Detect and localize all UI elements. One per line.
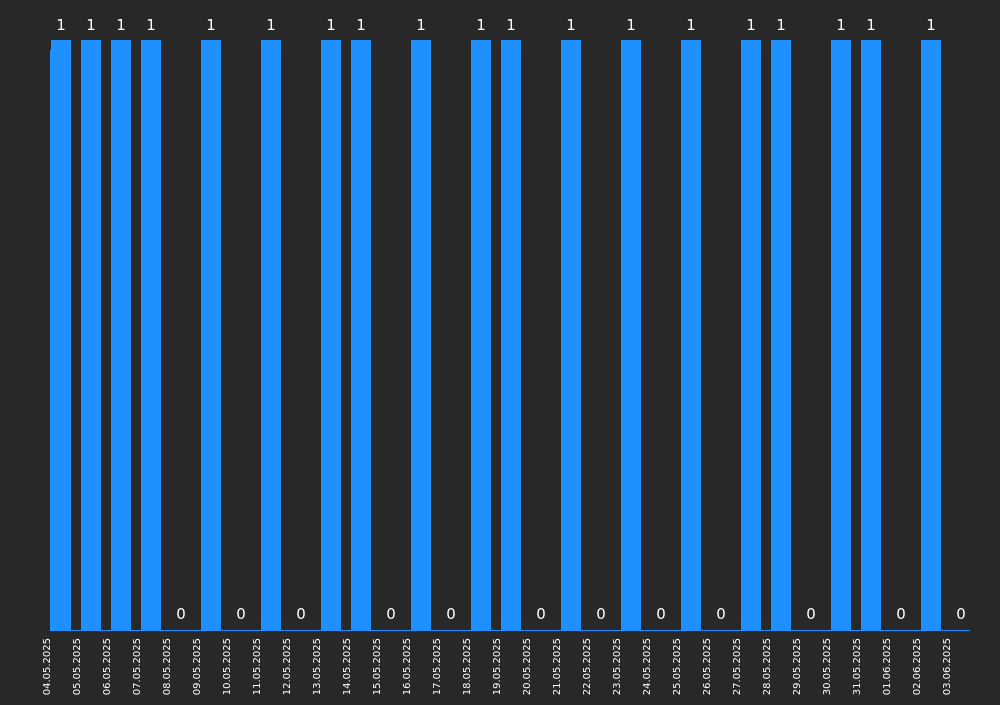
bar-02.06.2025: [921, 40, 941, 630]
bar-09.05.2025: [201, 40, 221, 630]
tick-label-29.05.2025: 29.05.2025: [792, 638, 803, 695]
bar-18.05.2025: [471, 40, 491, 630]
tick-label-27.05.2025: 27.05.2025: [732, 638, 743, 695]
value-label-01.06.2025: 0: [896, 605, 906, 623]
value-label-02.06.2025: 1: [926, 16, 936, 34]
tick-label-18.05.2025: 18.05.2025: [462, 638, 473, 695]
bar-30.05.2025: [831, 40, 851, 630]
value-labels-layer: 1 1 1 1 0 1 0 1 0 1 1 0 1 0 1 1 0 1 0 1 0 1 0 1 1 0 1 1 0 1 0: [56, 16, 966, 623]
value-label-10.05.2025: 0: [236, 605, 246, 623]
tick-label-08.05.2025: 08.05.2025: [162, 638, 173, 695]
tick-label-02.06.2025: 02.06.2025: [912, 638, 923, 695]
bar-07.05.2025: [141, 40, 161, 630]
value-label-25.05.2025: 1: [686, 16, 696, 34]
tick-label-21.05.2025: 21.05.2025: [552, 638, 563, 695]
value-label-18.05.2025: 1: [476, 16, 486, 34]
value-label-14.05.2025: 1: [356, 16, 366, 34]
bar-27.05.2025: [741, 40, 761, 630]
value-label-09.05.2025: 1: [206, 16, 216, 34]
tick-label-22.05.2025: 22.05.2025: [582, 638, 593, 695]
value-label-21.05.2025: 1: [566, 16, 576, 34]
value-label-05.05.2025: 1: [86, 16, 96, 34]
bar-11.05.2025: [261, 40, 281, 630]
tick-label-31.05.2025: 31.05.2025: [852, 638, 863, 695]
bars-layer: [51, 40, 941, 630]
tick-label-20.05.2025: 20.05.2025: [522, 638, 533, 695]
value-label-16.05.2025: 1: [416, 16, 426, 34]
tick-label-25.05.2025: 25.05.2025: [672, 638, 683, 695]
bar-13.05.2025: [321, 40, 341, 630]
tick-label-05.05.2025: 05.05.2025: [72, 638, 83, 695]
value-label-13.05.2025: 1: [326, 16, 336, 34]
bar-05.05.2025: [81, 40, 101, 630]
tick-label-15.05.2025: 15.05.2025: [372, 638, 383, 695]
value-label-04.05.2025: 1: [56, 16, 66, 34]
tick-label-26.05.2025: 26.05.2025: [702, 638, 713, 695]
value-label-19.05.2025: 1: [506, 16, 516, 34]
bar-23.05.2025: [621, 40, 641, 630]
value-label-22.05.2025: 0: [596, 605, 606, 623]
value-label-20.05.2025: 0: [536, 605, 546, 623]
tick-label-16.05.2025: 16.05.2025: [402, 638, 413, 695]
value-label-24.05.2025: 0: [656, 605, 666, 623]
value-label-17.05.2025: 0: [446, 605, 456, 623]
tick-label-13.05.2025: 13.05.2025: [312, 638, 323, 695]
tick-label-07.05.2025: 07.05.2025: [132, 638, 143, 695]
value-label-30.05.2025: 1: [836, 16, 846, 34]
tick-label-04.05.2025: 04.05.2025: [42, 638, 53, 695]
value-label-07.05.2025: 1: [146, 16, 156, 34]
value-label-31.05.2025: 1: [866, 16, 876, 34]
tick-label-19.05.2025: 19.05.2025: [492, 638, 503, 695]
value-label-27.05.2025: 1: [746, 16, 756, 34]
tick-label-09.05.2025: 09.05.2025: [192, 638, 203, 695]
value-label-15.05.2025: 0: [386, 605, 396, 623]
tick-label-24.05.2025: 24.05.2025: [642, 638, 653, 695]
tick-label-11.05.2025: 11.05.2025: [252, 638, 263, 695]
tick-label-23.05.2025: 23.05.2025: [612, 638, 623, 695]
tick-label-06.05.2025: 06.05.2025: [102, 638, 113, 695]
value-label-12.05.2025: 0: [296, 605, 306, 623]
value-label-29.05.2025: 0: [806, 605, 816, 623]
value-label-11.05.2025: 1: [266, 16, 276, 34]
bar-04.05.2025: [51, 40, 71, 630]
bar-25.05.2025: [681, 40, 701, 630]
tick-label-30.05.2025: 30.05.2025: [822, 638, 833, 695]
value-label-03.06.2025: 0: [956, 605, 966, 623]
tick-label-10.05.2025: 10.05.2025: [222, 638, 233, 695]
value-label-06.05.2025: 1: [116, 16, 126, 34]
tick-label-17.05.2025: 17.05.2025: [432, 638, 443, 695]
tick-label-12.05.2025: 12.05.2025: [282, 638, 293, 695]
bar-19.05.2025: [501, 40, 521, 630]
tick-label-28.05.2025: 28.05.2025: [762, 638, 773, 695]
value-label-26.05.2025: 0: [716, 605, 726, 623]
bar-06.05.2025: [111, 40, 131, 630]
axis-layer: [50, 50, 970, 631]
bar-14.05.2025: [351, 40, 371, 630]
value-label-28.05.2025: 1: [776, 16, 786, 34]
tick-label-01.06.2025: 01.06.2025: [882, 638, 893, 695]
tick-label-14.05.2025: 14.05.2025: [342, 638, 353, 695]
tick-label-03.06.2025: 03.06.2025: [942, 638, 953, 695]
bar-28.05.2025: [771, 40, 791, 630]
value-label-08.05.2025: 0: [176, 605, 186, 623]
bar-31.05.2025: [861, 40, 881, 630]
bar-21.05.2025: [561, 40, 581, 630]
value-label-23.05.2025: 1: [626, 16, 636, 34]
tick-labels-layer: 04.05.2025 05.05.2025 06.05.2025 07.05.2025…: [42, 638, 953, 695]
bar-16.05.2025: [411, 40, 431, 630]
